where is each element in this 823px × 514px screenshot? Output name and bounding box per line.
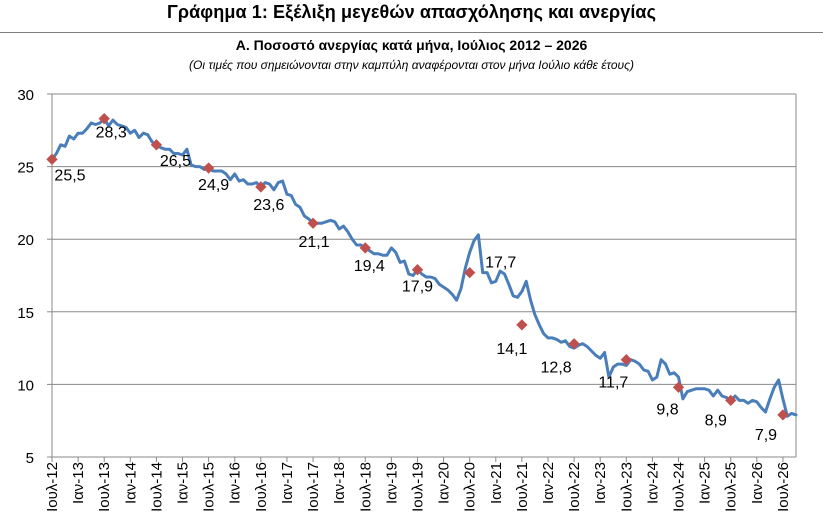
y-tick-label: 30: [17, 87, 34, 104]
x-tick-label: Ιαν-26: [749, 462, 766, 504]
july-value-label: 12,8: [541, 360, 572, 377]
july-value-label: 11,7: [598, 375, 628, 392]
x-tick-label: Ιαν-20: [436, 462, 453, 504]
x-tick-label: Ιαν-24: [644, 462, 661, 504]
july-value-label: 24,9: [198, 177, 229, 194]
x-tick-label: Ιουλ-16: [253, 462, 270, 512]
july-marker: [307, 217, 319, 229]
x-tick-label: Ιαν-18: [331, 462, 348, 504]
y-tick-label: 10: [17, 377, 34, 394]
y-tick-label: 5: [26, 450, 34, 467]
y-tick-label: 15: [17, 305, 34, 322]
july-value-label: 9,8: [656, 401, 678, 418]
july-value-label: 28,3: [96, 125, 127, 142]
july-value-label: 17,9: [402, 279, 433, 296]
header-divider: [0, 32, 823, 33]
x-tick-label: Ιουλ-24: [671, 462, 688, 512]
chart-title: Α. Ποσοστό ανεργίας κατά μήνα, Ιούλιος 2…: [235, 37, 588, 53]
july-marker: [359, 242, 371, 254]
july-marker: [150, 139, 163, 151]
july-marker: [46, 153, 58, 165]
july-value-label: 19,4: [354, 258, 385, 275]
x-tick-label: Ιουλ-21: [514, 462, 531, 512]
x-tick-label: Ιουλ-18: [357, 462, 374, 512]
figure-title: Γράφημα 1: Εξέλιξη μεγεθών απασχόλησης κ…: [166, 2, 657, 22]
july-marker: [516, 319, 528, 331]
x-tick-label: Ιαν-15: [175, 462, 192, 504]
x-tick-label: Ιαν-16: [227, 462, 244, 504]
x-tick-label: Ιαν-23: [592, 462, 609, 504]
x-tick-label: Ιουλ-12: [44, 462, 61, 512]
july-marker: [672, 381, 685, 393]
july-value-labels: 25,5 28,3 26,5 24,9 23,6 21,1 19,4 17,9 17,7 14,1…: [54, 125, 777, 444]
july-marker: [255, 181, 267, 193]
july-marker: [568, 338, 580, 350]
july-marker: [411, 264, 424, 276]
x-tick-label: Ιουλ-26: [775, 462, 792, 512]
x-tick-label: Ιουλ-13: [96, 462, 113, 512]
unemployment-series-line: [50, 117, 798, 418]
july-value-label: 23,6: [253, 197, 284, 214]
july-value-label: 8,9: [705, 412, 727, 429]
x-tick-label: Ιαν-21: [488, 462, 505, 504]
x-tick-label: Ιουλ-22: [566, 462, 583, 512]
july-value-label: 17,7: [485, 255, 516, 272]
july-marker: [464, 266, 476, 279]
x-tick-label: Ιαν-22: [540, 462, 557, 504]
july-marker: [202, 162, 215, 174]
y-tick-label: 25: [17, 160, 34, 177]
july-value-label: 25,5: [54, 167, 85, 184]
y-tick-labels: 5 10 15 20 25 30: [17, 87, 34, 467]
july-marker: [777, 409, 789, 421]
x-tick-label: Ιουλ-23: [618, 462, 635, 512]
x-tick-label: Ιαν-19: [383, 462, 400, 504]
x-tick-labels: Ιουλ-12 Ιαν-13 Ιουλ-13 Ιαν-14 Ιουλ-14 Ιαν-15 Ι…: [44, 462, 792, 512]
x-tick-label: Ιουλ-14: [148, 462, 165, 512]
series-line-group: [50, 117, 798, 418]
x-tick-label: Ιουλ-19: [409, 462, 426, 512]
july-value-label: 14,1: [496, 341, 527, 358]
grid-lines: [52, 93, 796, 458]
chart-subtitle: (Οι τιμές που σημειώνονται στην καμπύλη …: [189, 58, 634, 72]
x-tick-label: Ιουλ-17: [305, 462, 322, 512]
july-marker: [725, 394, 737, 407]
x-tick-label: Ιαν-17: [279, 462, 296, 504]
x-tick-label: Ιαν-13: [70, 462, 87, 504]
july-marker: [620, 354, 632, 366]
x-tick-label: Ιουλ-25: [723, 462, 740, 512]
x-tick-label: Ιουλ-20: [462, 462, 479, 512]
july-value-label: 7,9: [755, 427, 777, 444]
july-markers: [46, 113, 789, 421]
x-tick-label: Ιουλ-15: [201, 462, 218, 512]
july-value-label: 21,1: [298, 234, 329, 251]
x-tick-label: Ιαν-25: [697, 462, 714, 504]
x-tick-label: Ιαν-14: [122, 462, 139, 504]
july-value-label: 26,5: [160, 153, 191, 170]
y-tick-label: 20: [17, 232, 34, 249]
